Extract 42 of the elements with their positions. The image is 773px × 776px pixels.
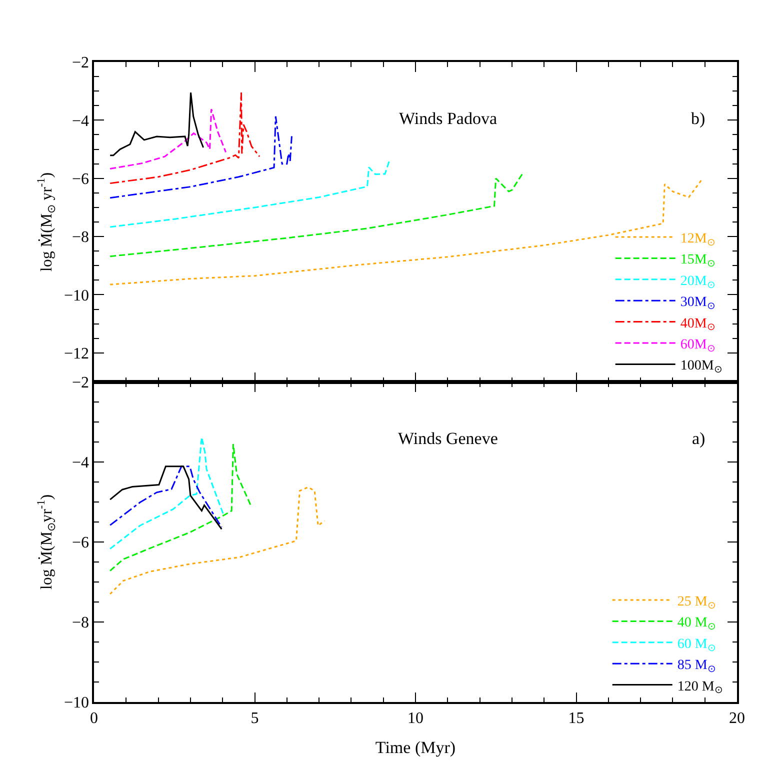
line-series bbox=[109, 92, 204, 156]
annotation: b) bbox=[691, 109, 706, 128]
legend-label: 20M$_{⊙}$ bbox=[680, 274, 715, 291]
line-series bbox=[109, 108, 227, 170]
annotation: Winds Geneve bbox=[398, 429, 498, 448]
y-tick-label: −6 bbox=[72, 534, 90, 552]
line-series bbox=[109, 158, 391, 228]
line-series bbox=[109, 486, 326, 595]
y-tick-label: −4 bbox=[72, 112, 90, 130]
x-tick-label: 20 bbox=[729, 710, 745, 727]
annotation: a) bbox=[692, 429, 706, 448]
y-tick-label: −8 bbox=[72, 614, 90, 632]
legend-label: 15M$_{⊙}$ bbox=[680, 252, 715, 270]
y-tick-label: −10 bbox=[64, 694, 90, 712]
line-series bbox=[109, 436, 224, 550]
line-series bbox=[109, 443, 252, 572]
legend-label: 60M$_{⊙}$ bbox=[680, 337, 715, 354]
y-tick-label: −2 bbox=[72, 54, 90, 72]
x-tick-label: 5 bbox=[250, 710, 259, 727]
x-tick-label: 10 bbox=[408, 710, 424, 727]
y-tick-label: −6 bbox=[72, 170, 90, 188]
y-tick-label: −2 bbox=[72, 374, 90, 392]
legend-label: 40 M$_{⊙}$ bbox=[677, 616, 716, 633]
x-tick-label: 0 bbox=[90, 710, 98, 727]
x-tick-label: 15 bbox=[568, 710, 584, 727]
legend-label: 100M$_{⊙}$ bbox=[680, 358, 722, 376]
legend-label: 40M$_{⊙}$ bbox=[680, 316, 715, 334]
y-tick-label: −4 bbox=[72, 454, 90, 472]
y-tick-label: −8 bbox=[72, 229, 90, 246]
legend-label: 25 M$_{⊙}$ bbox=[677, 594, 716, 612]
y-tick-label: −10 bbox=[64, 287, 90, 304]
legend-label: 60 M$_{⊙}$ bbox=[677, 636, 716, 654]
annotation: Winds Padova bbox=[399, 109, 498, 128]
legend-label: 30M$_{⊙}$ bbox=[680, 295, 715, 312]
legend-label: 85 M$_{⊙}$ bbox=[677, 658, 716, 675]
line-series bbox=[109, 172, 524, 258]
y-tick-label: −12 bbox=[64, 346, 90, 363]
legend-label: 120 M$_{⊙}$ bbox=[677, 679, 722, 696]
x-axis-title: Time (Myr) bbox=[375, 738, 456, 757]
line-series bbox=[109, 116, 292, 199]
line-series bbox=[109, 92, 260, 184]
legend-label: 12M$_{⊙}$ bbox=[680, 231, 715, 248]
